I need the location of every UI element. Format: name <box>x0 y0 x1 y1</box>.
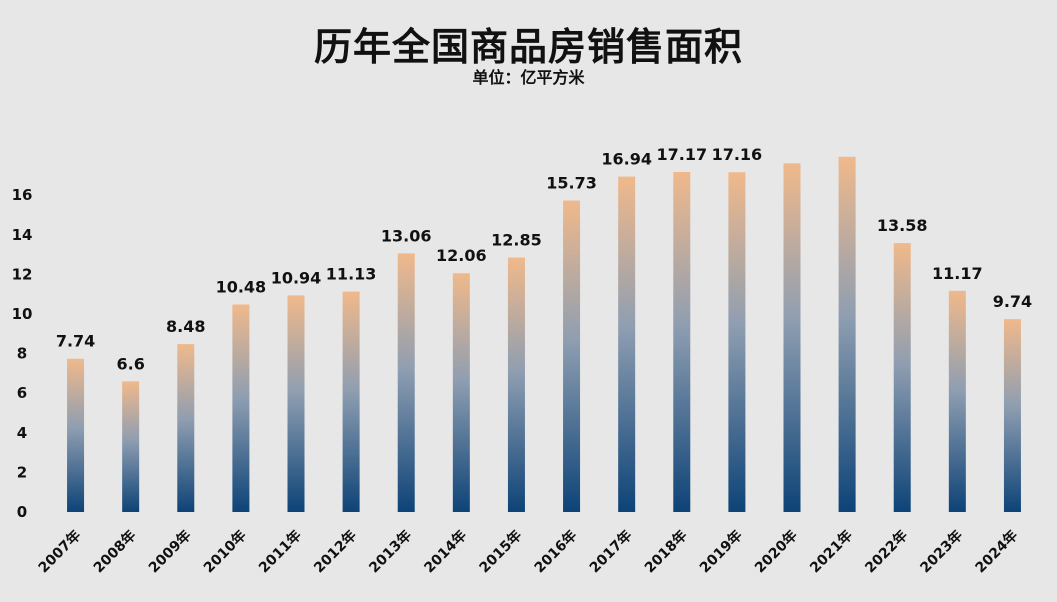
bar <box>728 172 746 512</box>
data-label: 9.74 <box>993 292 1032 311</box>
y-tick-label: 2 <box>17 463 27 481</box>
x-tick-label: 2017年 <box>586 527 635 576</box>
data-label: 11.13 <box>326 265 377 284</box>
x-tick-label: 2018年 <box>641 527 690 576</box>
bar <box>673 172 691 512</box>
data-label: 12.06 <box>436 246 487 265</box>
bar <box>177 344 195 512</box>
y-tick-label: 14 <box>12 226 33 244</box>
x-tick-label: 2023年 <box>917 527 966 576</box>
data-label: 8.48 <box>166 317 205 336</box>
x-tick-label: 2021年 <box>806 527 855 576</box>
y-tick-label: 16 <box>12 186 33 204</box>
chart-title: 历年全国商品房销售面积 <box>313 25 743 69</box>
bar <box>893 243 911 512</box>
x-tick-label: 2008年 <box>90 527 139 576</box>
x-tick-label: 2022年 <box>862 527 911 576</box>
bar <box>838 156 856 512</box>
y-tick-label: 10 <box>12 305 33 323</box>
bar <box>342 291 360 512</box>
bar <box>618 176 636 512</box>
y-tick-label: 4 <box>17 424 27 442</box>
data-label: 12.85 <box>491 231 542 250</box>
x-tick-label: 2007年 <box>35 527 84 576</box>
bar <box>1003 319 1021 512</box>
x-tick-label: 2009年 <box>145 527 194 576</box>
x-tick-label: 2020年 <box>751 527 800 576</box>
bar <box>232 304 250 512</box>
bar <box>287 295 305 512</box>
x-tick-label: 2024年 <box>972 527 1021 576</box>
bar <box>507 257 525 512</box>
y-tick-label: 8 <box>17 345 27 363</box>
data-label: 13.06 <box>381 226 432 245</box>
data-label: 10.48 <box>216 277 267 296</box>
data-label: 17.16 <box>712 145 763 164</box>
bar <box>452 273 470 512</box>
x-tick-label: 2014年 <box>421 527 470 576</box>
bar <box>563 200 581 512</box>
x-tick-label: 2012年 <box>310 527 359 576</box>
bar <box>783 163 801 512</box>
x-tick-label: 2016年 <box>531 527 580 576</box>
data-label: 16.94 <box>601 150 652 169</box>
x-tick-label: 2010年 <box>200 527 249 576</box>
data-label: 6.6 <box>116 354 144 373</box>
x-tick-label: 2019年 <box>696 527 745 576</box>
x-tick-label: 2011年 <box>255 527 304 576</box>
bar <box>122 381 140 512</box>
data-label: 17.17 <box>656 145 707 164</box>
x-tick-label: 2013年 <box>366 527 415 576</box>
y-tick-label: 12 <box>12 265 33 283</box>
bar <box>67 358 85 512</box>
data-label: 10.94 <box>271 268 322 287</box>
x-tick-label: 2015年 <box>476 527 525 576</box>
data-label: 15.73 <box>546 174 597 193</box>
data-label: 11.17 <box>932 264 983 283</box>
data-label: 13.58 <box>877 216 928 235</box>
chart-subtitle: 单位：亿平方米 <box>472 68 585 87</box>
data-label: 7.74 <box>56 332 95 351</box>
y-tick-label: 0 <box>17 503 27 521</box>
bar <box>948 290 966 512</box>
y-tick-label: 6 <box>17 384 27 402</box>
bar <box>397 253 415 513</box>
